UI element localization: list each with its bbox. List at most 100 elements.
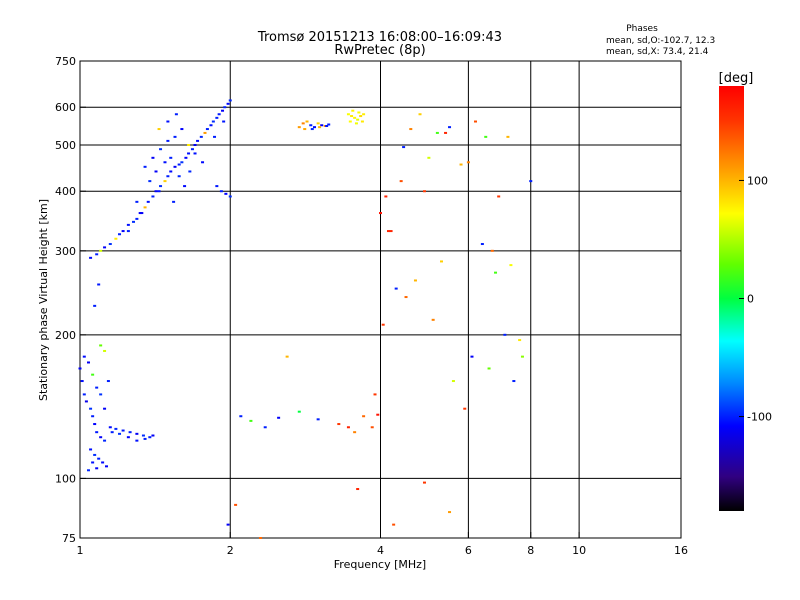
data-point: [480, 243, 484, 246]
data-point: [135, 439, 139, 442]
grid-lines: [80, 61, 681, 538]
data-point: [104, 465, 108, 468]
data-point: [114, 427, 118, 430]
data-point: [143, 206, 147, 209]
data-point: [451, 380, 455, 383]
data-point: [183, 185, 187, 188]
data-point: [316, 418, 320, 421]
data-point: [259, 537, 263, 539]
data-point: [82, 393, 86, 396]
data-point: [356, 118, 360, 121]
data-point: [103, 407, 107, 410]
colorbar-tick-label: 0: [747, 293, 754, 306]
data-point: [215, 116, 219, 119]
data-points: [78, 99, 533, 539]
data-point: [196, 139, 200, 142]
data-point: [297, 410, 301, 413]
data-point: [459, 163, 463, 166]
data-point: [327, 123, 331, 126]
data-point: [209, 124, 213, 127]
data-point: [103, 439, 107, 442]
data-point: [135, 432, 139, 435]
data-point: [128, 431, 132, 434]
data-point: [494, 271, 498, 274]
data-point: [228, 99, 232, 102]
data-point: [520, 355, 524, 358]
data-point: [87, 361, 91, 364]
data-point: [151, 434, 155, 437]
data-point: [226, 102, 230, 105]
data-point: [263, 426, 267, 429]
data-point: [249, 419, 253, 422]
x-tick-label: 1: [77, 544, 84, 557]
data-point: [193, 152, 197, 155]
data-point: [470, 355, 474, 358]
data-point: [346, 113, 350, 116]
data-point: [172, 200, 176, 203]
data-point: [110, 431, 114, 434]
y-tick-label: 750: [55, 55, 76, 68]
data-point: [354, 122, 358, 125]
data-point: [353, 116, 357, 119]
data-point: [159, 148, 163, 151]
data-point: [309, 124, 313, 127]
colorbar-label: [deg]: [719, 71, 754, 86]
data-point: [357, 111, 361, 114]
data-point: [169, 156, 173, 159]
data-point: [121, 429, 125, 432]
data-point: [303, 128, 307, 131]
colorbar-tick-label: 100: [747, 174, 768, 187]
data-point: [384, 195, 388, 198]
data-point: [177, 163, 181, 166]
data-point: [203, 131, 207, 134]
data-point: [316, 122, 320, 125]
data-point: [126, 230, 130, 233]
data-point: [166, 175, 170, 178]
data-point: [193, 143, 197, 146]
data-point: [151, 195, 155, 198]
data-point: [503, 333, 507, 336]
data-point: [392, 523, 396, 526]
data-point: [360, 120, 364, 123]
colorbar-tick-label: -100: [747, 411, 772, 424]
data-point: [413, 279, 417, 282]
data-point: [118, 432, 122, 435]
data-point: [151, 156, 155, 159]
data-point: [101, 461, 105, 464]
data-point: [348, 120, 352, 123]
data-point: [187, 152, 191, 155]
data-point: [91, 415, 95, 418]
data-point: [512, 380, 516, 383]
y-tick-label: 500: [55, 139, 76, 152]
data-point: [97, 457, 101, 460]
data-point: [121, 230, 125, 233]
data-point: [157, 190, 161, 193]
data-point: [169, 170, 173, 173]
data-point: [222, 120, 226, 123]
data-point: [285, 355, 289, 358]
data-point: [518, 339, 522, 342]
data-point: [448, 126, 452, 129]
data-point: [448, 511, 452, 514]
data-point: [99, 436, 103, 439]
stats-x-text: mean, sd,X: 73.4, 21.4: [606, 47, 709, 57]
data-point: [146, 200, 150, 203]
data-point: [399, 180, 403, 183]
data-point: [386, 230, 390, 233]
data-point: [82, 355, 86, 358]
data-point: [297, 126, 301, 129]
data-point: [435, 131, 439, 134]
data-point: [394, 287, 398, 290]
axis-ticks: 1 2 4 6 8 10 16 75 100 200 300 400 500 600 750: [55, 55, 688, 557]
data-point: [91, 373, 95, 376]
data-point: [381, 323, 385, 326]
data-point: [312, 126, 316, 129]
data-point: [91, 461, 95, 464]
data-point: [409, 128, 413, 131]
data-point: [463, 407, 467, 410]
data-point: [422, 481, 426, 484]
data-point: [93, 304, 97, 307]
data-point: [89, 448, 93, 451]
chart-subtitle: RwPretec (8p): [334, 43, 425, 58]
